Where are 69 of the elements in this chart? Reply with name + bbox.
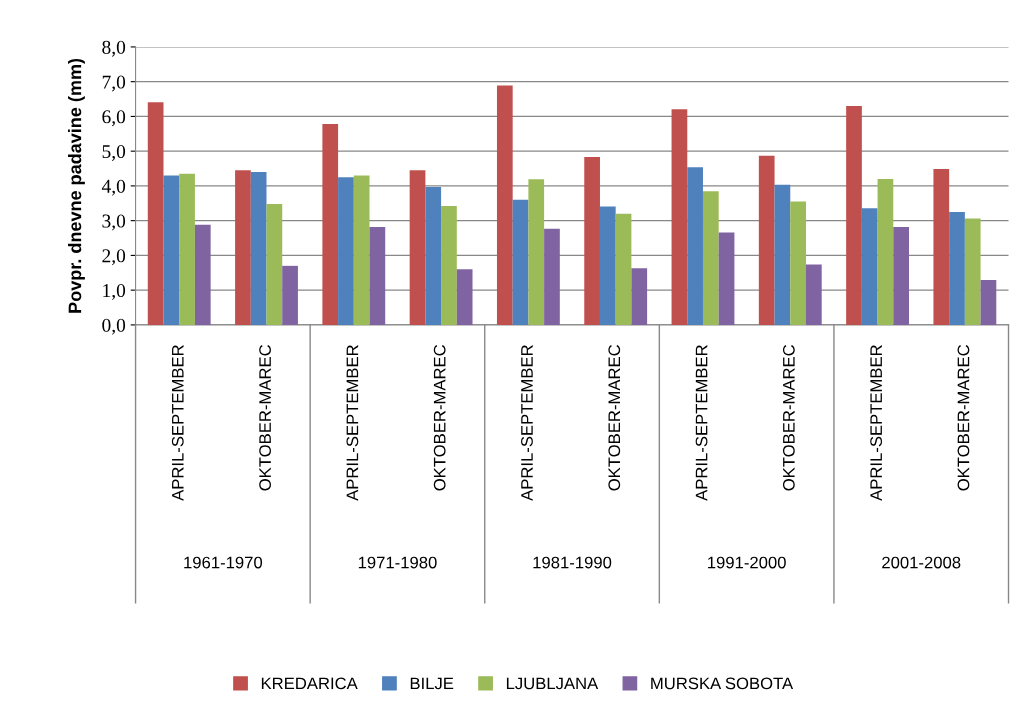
legend-label: LJUBLJANA [506,677,599,690]
y-tick-label: 2,0 [102,249,126,266]
legend-label: MURSKA SOBOTA [651,677,794,690]
bar [790,201,806,325]
bar [687,167,703,325]
bar [235,170,251,325]
x-tick-label: APRIL-SEPTEMBER [521,345,533,501]
x-tick-label: OKTOBER-MAREC [957,344,970,491]
y-tick-label: 7,0 [102,75,126,92]
bar [584,157,600,325]
y-tick-label: 5,0 [102,144,126,161]
text: 1961-1970 [184,556,263,569]
legend-label: KREDARICA [261,677,358,690]
y-tick-label: 4,0 [101,179,126,196]
bar [425,186,442,325]
text: 1981-1990 [533,556,612,569]
text: 1991-2000 [708,556,786,569]
x-tick-label: APRIL-SEPTEMBER [346,345,359,501]
y-tick-label: 8,0 [102,40,126,57]
y-axis-title: Povpr. dnevne padavine (mm) [68,58,85,313]
bar [846,106,862,325]
bar [369,226,386,325]
x-tick-label: APRIL-SEPTEMBER [171,345,184,501]
bar [528,179,545,325]
bar [877,178,894,325]
bar [194,224,211,325]
bar [409,170,426,325]
bar [964,218,981,325]
bar [338,177,354,325]
bar [949,211,965,325]
bar [250,172,267,325]
bar [805,264,822,325]
bar [702,191,719,325]
text: 2001-2008 [882,556,961,569]
bar [615,213,632,325]
x-tick-label: OKTOBER-MAREC [259,344,271,491]
bar [441,206,457,325]
bar [980,280,997,325]
bar [163,175,180,325]
bar [758,155,775,325]
y-tick-label: 3,0 [102,214,126,231]
x-tick-label: OKTOBER-MAREC [782,344,795,491]
bar [599,206,616,325]
bar [893,226,909,325]
x-tick-label: APRIL-SEPTEMBER [870,345,883,501]
bar [774,184,791,325]
y-tick-label: 6,0 [102,110,126,127]
bar [671,109,688,325]
bar [933,168,950,325]
bar [266,203,283,325]
bar [322,124,339,325]
bar [544,228,560,325]
bar [147,102,164,325]
bar [631,268,648,325]
legend-label: BILJE [410,677,454,690]
bar [718,232,735,325]
bar [179,173,195,325]
y-tick-label: 1,0 [103,283,126,300]
bar [456,269,473,325]
bar [282,265,298,325]
x-tick-label: APRIL-SEPTEMBER [695,345,708,501]
x-tick-label: OKTOBER-MAREC [608,344,621,491]
text: 1971-1980 [358,556,437,569]
y-tick-label: 0,0 [102,318,126,335]
x-tick-label: OKTOBER-MAREC [433,344,446,491]
bar [512,199,529,325]
bar [353,175,370,325]
bar [861,208,878,325]
bar [496,85,513,325]
